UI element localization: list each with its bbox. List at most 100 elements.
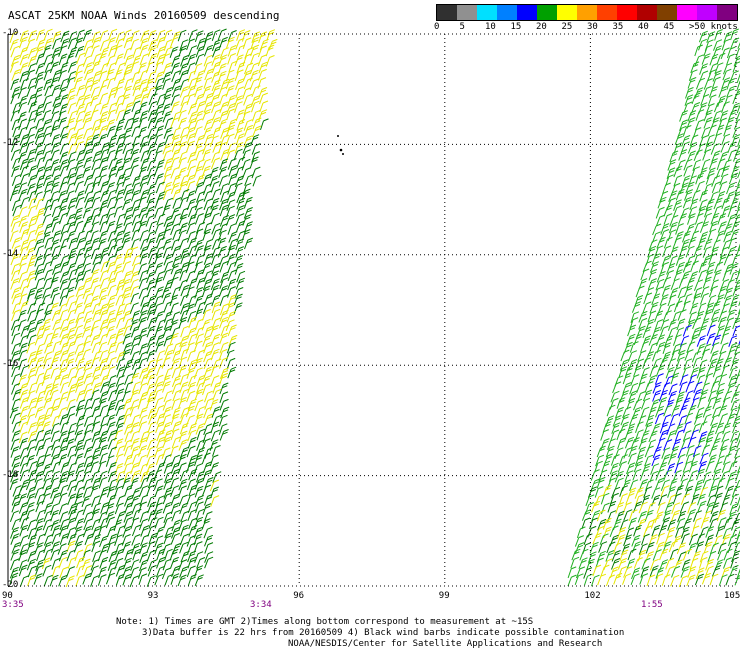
wind-barb (723, 287, 733, 300)
wind-barb (90, 470, 100, 483)
wind-barb (656, 502, 666, 514)
wind-barb (705, 134, 715, 146)
wind-barb (244, 62, 254, 75)
wind-barb (132, 78, 142, 91)
wind-barb (170, 94, 180, 106)
wind-barb (82, 525, 92, 538)
wind-barb (35, 53, 45, 65)
wind-barb (663, 439, 673, 451)
wind-barb (209, 204, 219, 217)
wind-barb (682, 260, 692, 273)
wind-barb (257, 68, 267, 81)
wind-barb (212, 126, 222, 139)
wind-barb (65, 190, 75, 202)
wind-barb (155, 421, 165, 434)
wind-barb (97, 133, 108, 146)
wind-barb (76, 414, 86, 427)
wind-barb (83, 455, 93, 468)
wind-barb (708, 445, 718, 457)
wind-barb (178, 117, 188, 129)
wind-barb (51, 445, 61, 458)
wind-barb (10, 438, 20, 451)
wind-barb (186, 93, 196, 106)
wind-barb (623, 534, 633, 546)
wind-barb (738, 308, 740, 315)
wind-barb (179, 261, 189, 274)
wind-barb (35, 277, 44, 290)
wind-barb (25, 502, 35, 514)
wind-barb (703, 212, 712, 225)
wind-barb (50, 142, 60, 154)
wind-barb (675, 223, 684, 235)
wind-barb (702, 246, 712, 258)
wind-barb (106, 277, 116, 290)
wind-barb (84, 68, 94, 81)
wind-barb (235, 78, 245, 90)
wind-barb (113, 223, 123, 235)
wind-barb (730, 493, 739, 506)
wind-barb (35, 509, 45, 522)
wind-barb (148, 93, 158, 105)
wind-barb (43, 351, 53, 364)
wind-barb (204, 326, 213, 338)
wind-barb (138, 126, 147, 139)
wind-barb (163, 318, 173, 330)
wind-barb (99, 111, 109, 123)
wind-barb (706, 31, 716, 43)
wind-barb (638, 317, 648, 330)
wind-barb (123, 63, 133, 75)
wind-barb (36, 302, 46, 315)
wind-barb (705, 198, 715, 211)
wind-barb (220, 271, 230, 283)
legend-swatch (477, 5, 497, 20)
wind-barb (76, 230, 85, 243)
wind-barb (50, 215, 60, 228)
lat-label: -12 (2, 138, 19, 149)
wind-barb (83, 478, 93, 490)
wind-barb (228, 173, 237, 186)
wind-barb (696, 468, 705, 481)
wind-barb (203, 406, 213, 419)
wind-barb (34, 349, 43, 362)
wind-barb (76, 29, 85, 42)
wind-barb (194, 495, 204, 507)
wind-barb (130, 445, 140, 458)
wind-barb (708, 485, 717, 498)
wind-barb (187, 117, 197, 130)
note-line-3: NOAA/NESDIS/Center for Satellite Applica… (288, 639, 603, 649)
wind-barb (67, 453, 77, 466)
wind-barb (678, 575, 688, 588)
wind-barb (51, 205, 61, 218)
wind-barb (219, 357, 229, 369)
wind-barb (122, 332, 132, 345)
wind-barb (726, 309, 736, 321)
wind-barb (170, 262, 180, 275)
wind-barb (163, 260, 173, 273)
wind-barb (140, 149, 150, 162)
wind-barb (18, 206, 28, 218)
wind-barb (703, 116, 713, 129)
wind-barb (155, 526, 165, 538)
wind-barb (235, 109, 245, 122)
wind-barb (9, 230, 19, 242)
wind-barb (138, 287, 148, 299)
wind-barb (113, 519, 123, 531)
wind-barb (27, 309, 37, 322)
wind-barb (732, 92, 740, 105)
wind-barb (11, 237, 21, 249)
wind-barb (596, 445, 606, 458)
wind-barb (169, 276, 179, 289)
wind-barb (41, 437, 51, 449)
wind-barb (203, 44, 214, 57)
wind-barb (131, 175, 141, 187)
wind-barb (729, 438, 739, 450)
wind-barb (84, 397, 93, 410)
legend-swatch (537, 5, 557, 20)
wind-barb (685, 87, 694, 99)
wind-barb (180, 510, 190, 523)
wind-barb (732, 61, 740, 73)
wind-barb (11, 332, 21, 345)
wind-barb (59, 349, 69, 362)
wind-barb (721, 133, 731, 146)
